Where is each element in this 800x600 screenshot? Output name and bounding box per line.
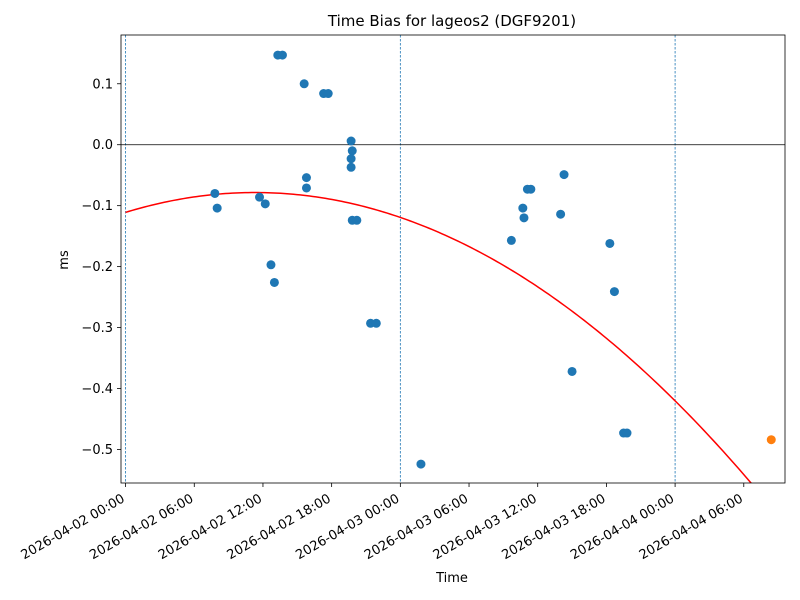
data-point (518, 203, 528, 213)
y-tick-label: 0.1 (92, 77, 113, 92)
data-point (299, 79, 309, 89)
fit-curve (125, 191, 753, 483)
data-point (519, 213, 529, 223)
chart-title: Time Bias for lageos2 (DGF9201) (327, 12, 576, 30)
data-point (416, 459, 426, 469)
data-point (506, 235, 516, 245)
data-point (567, 366, 577, 376)
y-tick-label: 0.0 (92, 138, 113, 153)
data-point (277, 50, 287, 60)
data-point (371, 318, 381, 328)
data-point (346, 154, 356, 164)
data-point (301, 183, 311, 193)
y-tick-label: −0.3 (81, 321, 113, 336)
data-point (346, 162, 356, 172)
data-point (559, 170, 569, 180)
y-tick-label: −0.5 (81, 443, 113, 458)
data-point (352, 215, 362, 225)
y-tick-label: −0.4 (81, 382, 113, 397)
data-point (301, 173, 311, 183)
data-point (346, 136, 356, 146)
axes-frame (120, 34, 786, 484)
data-point (266, 260, 276, 270)
data-point (323, 89, 333, 99)
prediction-point (766, 435, 776, 445)
data-point (260, 199, 270, 209)
data-point (255, 192, 265, 202)
data-point (622, 428, 632, 438)
y-tick-label: −0.1 (81, 199, 113, 214)
data-point (212, 203, 222, 213)
data-point (269, 277, 279, 287)
y-axis-label: ms (57, 250, 72, 270)
y-tick-label: −0.2 (81, 260, 113, 275)
data-point (605, 238, 615, 248)
data-point (609, 287, 619, 297)
data-point (556, 209, 566, 219)
data-point (210, 188, 220, 198)
x-axis-label: Time (435, 571, 468, 586)
data-point (347, 146, 357, 156)
data-point (526, 184, 536, 194)
